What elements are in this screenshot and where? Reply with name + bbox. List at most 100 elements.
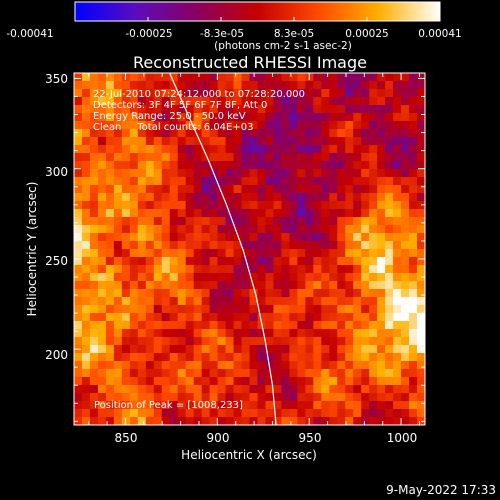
heatmap-cell: [249, 185, 259, 194]
heatmap-cell: [129, 361, 139, 370]
heatmap-cell: [281, 257, 290, 266]
heatmap-cell: [337, 161, 346, 170]
heatmap-cell: [417, 329, 425, 338]
heatmap-cell: [329, 161, 338, 170]
heatmap-cell: [393, 209, 402, 218]
heatmap-cell: [257, 241, 267, 250]
heatmap-cell: [105, 105, 115, 114]
heatmap-cell: [177, 217, 187, 226]
heatmap-cell: [369, 113, 378, 122]
heatmap-cell: [377, 225, 386, 234]
heatmap-cell: [289, 257, 298, 266]
heatmap-cell: [121, 257, 131, 266]
heatmap-cell: [273, 345, 283, 354]
heatmap-cell: [289, 321, 298, 330]
heatmap-cell: [129, 137, 139, 146]
heatmap-cell: [345, 377, 354, 386]
heatmap-cell: [105, 161, 115, 170]
heatmap-cell: [393, 377, 402, 386]
heatmap-cell: [145, 169, 155, 178]
heatmap-cell: [281, 345, 290, 354]
heatmap-cell: [217, 225, 227, 234]
heatmap-cell: [137, 361, 147, 370]
heatmap-cell: [97, 289, 107, 298]
heatmap-cell: [169, 89, 179, 98]
heatmap-cell: [249, 305, 259, 314]
heatmap-cell: [361, 329, 370, 338]
heatmap-cell: [377, 113, 386, 122]
heatmap-cell: [329, 257, 338, 266]
heatmap-cell: [313, 361, 322, 370]
heatmap-cell: [329, 129, 338, 138]
heatmap-cell: [329, 305, 338, 314]
heatmap-cell: [105, 241, 115, 250]
heatmap-cell: [161, 217, 171, 226]
heatmap-cell: [137, 353, 147, 362]
heatmap-cell: [337, 417, 346, 425]
heatmap-cell: [337, 393, 346, 402]
heatmap-cell: [321, 161, 330, 170]
heatmap-cell: [273, 321, 283, 330]
heatmap-cell: [217, 177, 227, 186]
heatmap-cell: [265, 233, 275, 242]
heatmap-cell: [153, 121, 163, 130]
heatmap-cell: [217, 129, 227, 138]
heatmap-cell: [417, 297, 425, 306]
heatmap-cell: [353, 129, 362, 138]
heatmap-cell: [393, 185, 402, 194]
heatmap-cell: [81, 385, 91, 394]
heatmap-cell: [153, 249, 163, 258]
heatmap-cell: [169, 369, 179, 378]
colorbar-ticks: [74, 17, 441, 21]
heatmap-cell: [305, 137, 314, 146]
heatmap-cell: [121, 161, 131, 170]
heatmap-cell: [185, 321, 195, 330]
heatmap-cell: [113, 305, 123, 314]
heatmap-cell: [97, 241, 107, 250]
heatmap-cell: [177, 169, 187, 178]
heatmap-cell: [129, 345, 139, 354]
heatmap-cell: [393, 201, 402, 210]
heatmap-cell: [305, 289, 314, 298]
heatmap-cell: [97, 169, 107, 178]
heatmap-cell: [273, 233, 283, 242]
heatmap-cell: [81, 353, 91, 362]
heatmap-cell: [329, 201, 338, 210]
heatmap-cell: [89, 369, 99, 378]
heatmap-cell: [241, 393, 251, 402]
heatmap-cell: [193, 385, 203, 394]
heatmap-cell: [257, 313, 267, 322]
heatmap-cell: [209, 305, 219, 314]
heatmap-cell: [337, 129, 346, 138]
heatmap-cell: [385, 121, 394, 130]
heatmap-cell: [345, 73, 354, 82]
heatmap-cell: [185, 281, 195, 290]
heatmap-cell: [417, 177, 425, 186]
heatmap: [74, 73, 425, 425]
heatmap-cell: [209, 257, 219, 266]
heatmap-cell: [321, 225, 330, 234]
heatmap-cell: [345, 353, 354, 362]
heatmap-cell: [153, 105, 163, 114]
heatmap-cell: [169, 153, 179, 162]
heatmap-cell: [265, 385, 275, 394]
heatmap-cell: [369, 265, 378, 274]
heatmap-cell: [217, 169, 227, 178]
heatmap-cell: [337, 265, 346, 274]
heatmap-cell: [177, 249, 187, 258]
heatmap-cell: [185, 241, 195, 250]
heatmap-cell: [233, 209, 243, 218]
heatmap-cell: [201, 185, 211, 194]
heatmap-cell: [409, 217, 418, 226]
heatmap-cell: [161, 305, 171, 314]
heatmap-cell: [153, 201, 163, 210]
heatmap-cell: [217, 241, 227, 250]
heatmap-cell: [241, 153, 251, 162]
heatmap-cell: [113, 81, 123, 90]
heatmap-cell: [153, 217, 163, 226]
heatmap-cell: [217, 217, 227, 226]
heatmap-cell: [233, 393, 243, 402]
heatmap-cell: [177, 353, 187, 362]
heatmap-cell: [369, 185, 378, 194]
heatmap-cell: [81, 345, 91, 354]
